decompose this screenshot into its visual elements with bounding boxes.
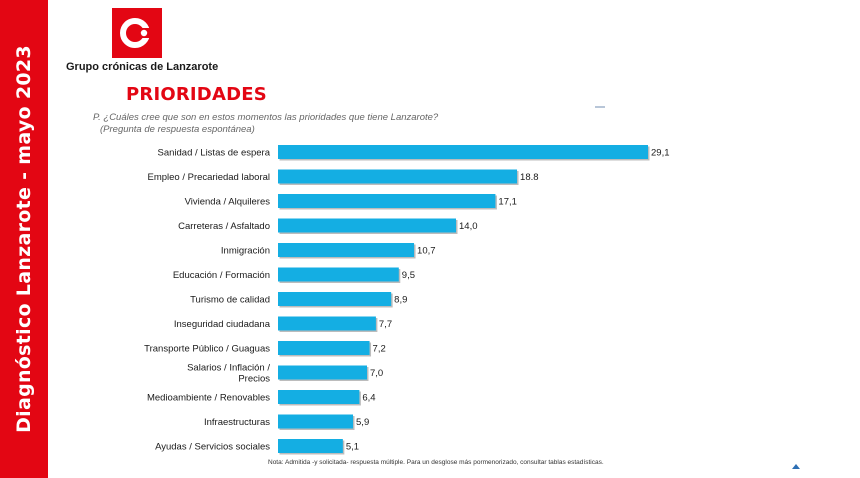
data-label: 6,4 bbox=[362, 393, 375, 404]
category-label: Educación / Formación bbox=[173, 270, 270, 281]
category-label: Inseguridad ciudadana bbox=[174, 319, 271, 330]
bar bbox=[278, 414, 354, 429]
survey-question: P. ¿Cuáles cree que son en estos momento… bbox=[93, 112, 439, 123]
category-label: Turismo de calidad bbox=[190, 295, 270, 306]
data-label: 7,0 bbox=[370, 368, 383, 379]
category-label: Inmigración bbox=[221, 246, 270, 257]
bar bbox=[278, 316, 376, 331]
bar bbox=[278, 145, 648, 159]
data-label: 10,7 bbox=[417, 246, 436, 257]
bar bbox=[278, 292, 392, 306]
brand-logo bbox=[112, 8, 162, 58]
category-label: Ayudas / Servicios sociales bbox=[155, 442, 270, 453]
brand-name: Grupo crónicas de Lanzarote bbox=[66, 61, 219, 73]
data-label: 17,1 bbox=[498, 197, 517, 208]
data-label: 29,1 bbox=[651, 148, 670, 159]
category-label: Transporte Público / Guaguas bbox=[144, 344, 270, 355]
data-label: 7,7 bbox=[379, 319, 392, 330]
bar bbox=[278, 267, 399, 282]
bar bbox=[278, 365, 368, 380]
bar bbox=[278, 218, 457, 233]
page-title: PRIORIDADES bbox=[126, 84, 267, 105]
data-label: 5,1 bbox=[346, 442, 359, 453]
corner-triangle-icon bbox=[792, 464, 800, 469]
data-label: 14,0 bbox=[459, 221, 478, 232]
data-label: 7,2 bbox=[373, 344, 386, 355]
bar bbox=[278, 390, 360, 404]
data-label: 8,9 bbox=[394, 295, 407, 306]
bar bbox=[278, 243, 415, 257]
survey-question-note: (Pregunta de respuesta espontánea) bbox=[100, 124, 255, 135]
category-label: Sanidad / Listas de espera bbox=[158, 148, 271, 159]
data-label: 18.8 bbox=[520, 172, 539, 183]
bar bbox=[278, 169, 518, 184]
footnote: Nota: Admitida -y solicitada- respuesta … bbox=[268, 459, 604, 466]
category-label: Carreteras / Asfaltado bbox=[178, 221, 270, 232]
bar bbox=[278, 341, 370, 355]
data-label: 9,5 bbox=[402, 270, 415, 281]
category-label: Vivienda / Alquileres bbox=[185, 197, 271, 208]
category-label: Empleo / Precariedad laboral bbox=[147, 172, 270, 183]
category-label: Medioambiente / Renovables bbox=[147, 393, 270, 404]
data-label: 5,9 bbox=[356, 417, 369, 428]
bar bbox=[278, 439, 343, 453]
decorative-line bbox=[595, 106, 605, 108]
sidebar: Diagnóstico Lanzarote - mayo 2023 bbox=[0, 0, 48, 478]
bar bbox=[278, 194, 496, 208]
category-label: Infraestructuras bbox=[204, 417, 270, 428]
category-label: Salarios / Inflación / Precios bbox=[187, 363, 270, 385]
